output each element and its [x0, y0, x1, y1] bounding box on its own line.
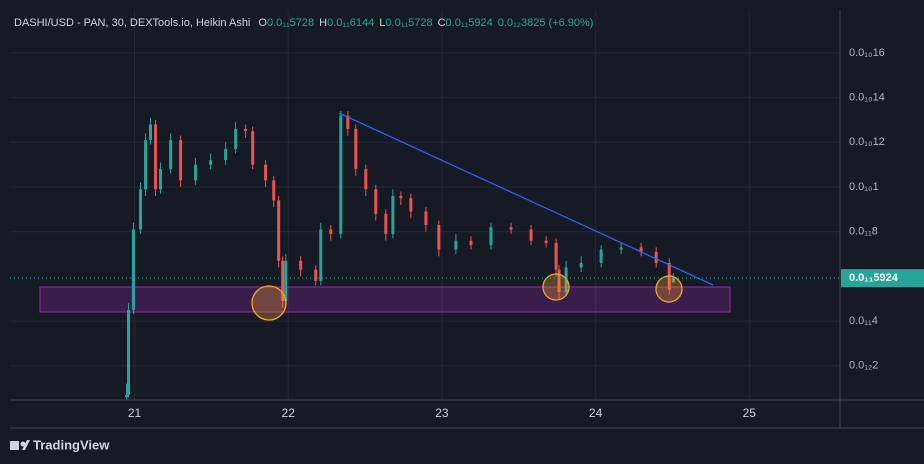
candle-body	[424, 211, 428, 226]
y-tick-label: 0.0₁₀12	[849, 136, 885, 148]
logo-mark	[22, 440, 30, 450]
candle-body	[489, 227, 493, 246]
candle-body	[169, 140, 173, 170]
price-label: 0.0₁₁5924	[849, 272, 899, 284]
candle-body	[314, 269, 318, 281]
candle-body	[127, 309, 131, 395]
candle-body	[509, 227, 513, 230]
candle-body	[194, 164, 198, 181]
price-label-box	[841, 269, 924, 288]
highlight-circle	[251, 285, 287, 321]
logo: TradingView	[10, 437, 110, 452]
candle-body	[454, 240, 458, 250]
candle-body	[209, 160, 213, 165]
candle-body	[148, 124, 152, 141]
candle-body	[544, 240, 548, 243]
candle-body	[251, 131, 255, 165]
candle-body	[409, 198, 413, 212]
candle-body	[654, 251, 658, 263]
candle-body	[272, 180, 276, 201]
ohlc-value: 0.0₁₁5728	[385, 17, 432, 29]
logo-mark	[10, 441, 19, 450]
highlight-circle	[655, 275, 683, 303]
candle-body	[579, 262, 583, 268]
candles	[125, 111, 675, 400]
ohlc-value: 0.0₁₁5924	[446, 17, 493, 29]
y-tick-label: 0.0₁₀1	[849, 181, 879, 193]
support-zone	[39, 286, 731, 313]
candle-body	[374, 189, 378, 214]
candle-body	[277, 200, 281, 261]
candle-body	[319, 229, 323, 281]
ohlc: O0.0₁₁5728 H0.0₁₁6144 L0.0₁₁5728 C0.0₁₁5924	[258, 17, 492, 29]
candle-body	[224, 149, 228, 161]
candle-body	[639, 247, 643, 252]
candle-body	[234, 128, 238, 150]
candle-body	[557, 269, 561, 293]
y-tick-label: 0.0₁₀16	[849, 47, 885, 59]
highlight-circle	[542, 273, 570, 301]
candle-body	[179, 140, 183, 181]
y-tick-label: 0.0₁₂2	[849, 360, 878, 372]
candle-body	[469, 240, 473, 246]
x-tick-label: 25	[743, 406, 757, 420]
candle-body	[346, 115, 350, 129]
candle-body	[339, 115, 343, 234]
candle-body	[354, 128, 358, 170]
candle-body	[384, 213, 388, 234]
ohlc-value: 0.0₁₁6144	[327, 17, 374, 29]
candle-body	[125, 394, 129, 398]
ohlc-key: H	[319, 17, 327, 29]
y-tick-label: 0.0₁₀14	[849, 92, 885, 104]
candle-body	[154, 124, 158, 190]
candle-body	[437, 225, 441, 250]
candle-body	[144, 140, 148, 190]
x-tick-label: 24	[589, 406, 603, 420]
candle-body	[399, 195, 403, 199]
brand: TradingView	[33, 437, 110, 452]
candle-body	[364, 169, 368, 190]
y-tick-label: 0.0₁₁4	[849, 315, 878, 327]
candle-body	[391, 195, 395, 234]
x-tick-label: 21	[128, 406, 142, 420]
candle-body	[529, 229, 533, 241]
candle-body	[554, 242, 558, 270]
ohlc-key: L	[379, 17, 385, 29]
candle-body	[619, 247, 623, 250]
candle-body	[284, 260, 288, 301]
candle-body	[158, 169, 162, 190]
logo-mark	[20, 441, 26, 447]
candle-body	[244, 128, 248, 132]
grid	[10, 10, 840, 400]
y-tick-label: 0.0₁₁8	[849, 226, 878, 238]
candle-body	[671, 278, 675, 283]
trend-line	[338, 112, 714, 286]
ohlc-key: O	[258, 17, 267, 29]
candle-body	[599, 249, 603, 263]
candle-body	[299, 260, 303, 270]
change: 0.0₁₂3825 (+6.90%)	[498, 17, 594, 29]
candle-body	[131, 229, 135, 310]
candle-body	[264, 164, 268, 181]
candle-body	[329, 229, 333, 234]
x-tick-label: 23	[435, 406, 449, 420]
symbol: DASHI/USD - PAN, 30, DEXTools.io, Heikin…	[14, 17, 250, 29]
ohlc-value: 0.0₁₁5728	[267, 17, 314, 29]
candle-body	[281, 260, 285, 301]
x-tick-label: 22	[282, 406, 296, 420]
ohlc-key: C	[438, 17, 446, 29]
candle-body	[138, 189, 142, 230]
legend: DASHI/USD - PAN, 30, DEXTools.io, Heikin…	[14, 17, 593, 29]
